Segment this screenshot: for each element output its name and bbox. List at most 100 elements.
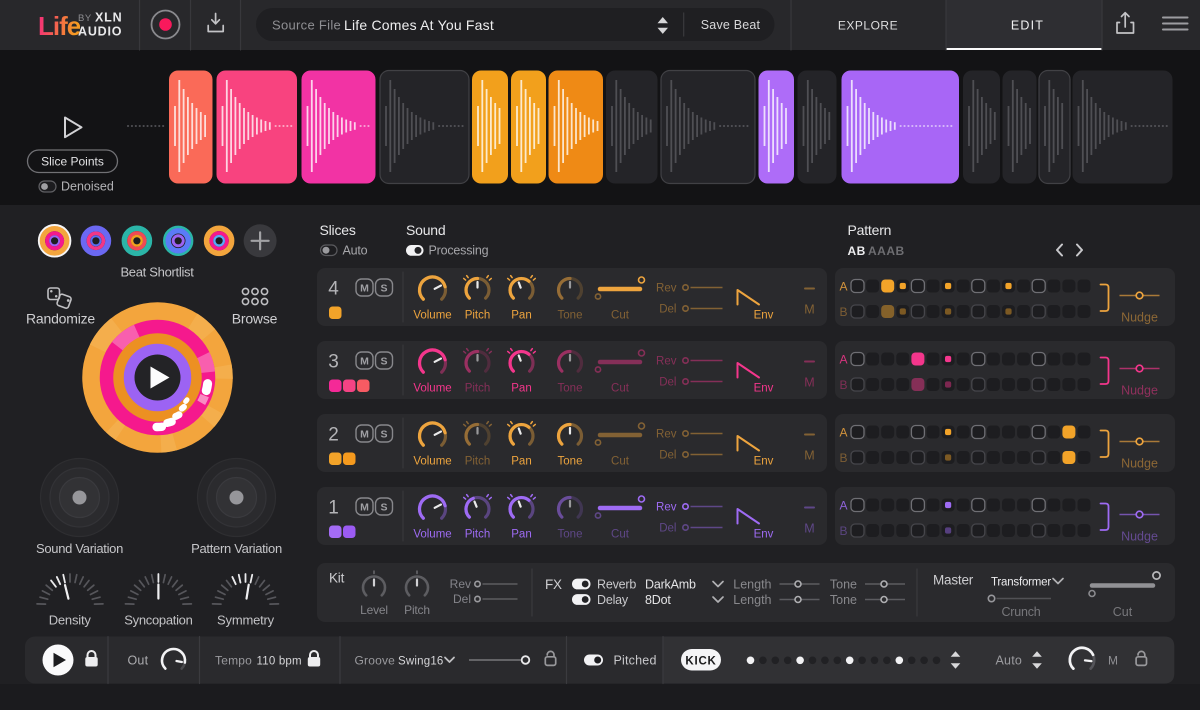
svg-text:Delay: Delay [597, 593, 629, 607]
svg-text:Tone: Tone [830, 593, 857, 607]
svg-text:S: S [380, 283, 387, 295]
svg-text:110 bpm: 110 bpm [257, 656, 302, 668]
svg-text:Rev: Rev [450, 577, 471, 591]
svg-text:Volume: Volume [413, 383, 451, 395]
svg-text:Groove: Groove [355, 654, 396, 668]
svg-text:Pan: Pan [511, 310, 531, 322]
svg-text:Tone: Tone [558, 310, 583, 322]
svg-text:Source File: Source File [272, 18, 341, 33]
svg-text:Rev: Rev [656, 429, 677, 441]
svg-text:EDIT: EDIT [1011, 19, 1044, 33]
svg-text:Out: Out [128, 654, 149, 668]
svg-text:Swing16: Swing16 [398, 656, 444, 668]
svg-text:B: B [839, 305, 847, 319]
svg-text:M: M [804, 303, 814, 317]
svg-text:Pan: Pan [511, 383, 531, 395]
svg-text:A: A [839, 499, 847, 513]
svg-text:Del: Del [659, 523, 676, 535]
svg-text:BY: BY [78, 13, 92, 24]
svg-text:Pitch: Pitch [465, 383, 491, 395]
svg-text:Cut: Cut [611, 383, 630, 395]
svg-text:Pitched: Pitched [614, 654, 657, 668]
svg-text:3: 3 [328, 352, 339, 373]
svg-text:B: B [839, 378, 847, 392]
svg-text:Cut: Cut [611, 529, 630, 541]
svg-text:Rev: Rev [656, 283, 677, 295]
svg-text:Volume: Volume [413, 529, 451, 541]
svg-text:Tone: Tone [830, 578, 857, 592]
svg-text:A: A [839, 353, 847, 367]
svg-text:S: S [380, 429, 387, 441]
svg-text:Tempo: Tempo [215, 654, 252, 668]
svg-text:Nudge: Nudge [1121, 311, 1158, 325]
svg-text:M: M [1108, 654, 1118, 668]
svg-text:Sound: Sound [406, 222, 445, 238]
svg-text:Syncopation: Syncopation [124, 613, 192, 628]
svg-text:AB: AB [848, 244, 866, 258]
svg-text:Volume: Volume [413, 310, 451, 322]
svg-text:Rev: Rev [656, 356, 677, 368]
svg-text:Rev: Rev [656, 502, 677, 514]
svg-text:Slice Points: Slice Points [41, 155, 104, 169]
svg-text:B: B [839, 451, 847, 465]
svg-text:Pan: Pan [511, 456, 531, 468]
svg-text:Auto: Auto [343, 244, 368, 258]
svg-text:Density: Density [49, 613, 92, 628]
svg-text:2: 2 [328, 425, 339, 446]
svg-text:Processing: Processing [429, 244, 489, 258]
svg-text:Del: Del [659, 304, 676, 316]
svg-text:KICK: KICK [685, 656, 716, 668]
svg-text:Slices: Slices [320, 222, 356, 238]
svg-text:Env: Env [754, 383, 774, 395]
svg-text:Length: Length [733, 593, 771, 607]
svg-text:Kit: Kit [329, 571, 345, 586]
svg-text:EXPLORE: EXPLORE [838, 19, 898, 33]
svg-text:AAAB: AAAB [868, 244, 905, 258]
svg-text:Env: Env [754, 456, 774, 468]
svg-text:Tone: Tone [558, 456, 583, 468]
svg-text:Del: Del [659, 450, 676, 462]
svg-text:M: M [360, 356, 369, 368]
svg-text:4: 4 [328, 279, 339, 300]
svg-text:S: S [380, 502, 387, 514]
svg-text:XLN: XLN [95, 11, 122, 25]
svg-text:Auto: Auto [996, 654, 1023, 668]
svg-text:DarkAmb: DarkAmb [645, 577, 696, 591]
svg-text:B: B [839, 524, 847, 538]
svg-text:A: A [839, 280, 847, 294]
svg-text:A: A [839, 426, 847, 440]
svg-text:Sound Variation: Sound Variation [36, 541, 123, 556]
svg-text:Nudge: Nudge [1121, 530, 1158, 544]
svg-text:Nudge: Nudge [1121, 457, 1158, 471]
svg-text:M: M [804, 449, 814, 463]
svg-text:FX: FX [545, 577, 562, 592]
svg-text:AUDIO: AUDIO [78, 25, 122, 39]
svg-text:Transformer: Transformer [991, 577, 1051, 589]
svg-text:Pitch: Pitch [465, 529, 491, 541]
svg-text:Pan: Pan [511, 529, 531, 541]
svg-text:M: M [360, 502, 369, 514]
svg-text:Del: Del [453, 592, 471, 606]
svg-text:Life Comes At You Fast: Life Comes At You Fast [344, 17, 494, 33]
svg-text:Pitch: Pitch [465, 456, 491, 468]
svg-text:Master: Master [933, 573, 974, 588]
svg-text:1: 1 [328, 498, 339, 519]
svg-text:Nudge: Nudge [1121, 384, 1158, 398]
svg-text:Randomize: Randomize [26, 311, 95, 327]
svg-text:8Dot: 8Dot [645, 593, 671, 607]
svg-text:Length: Length [733, 578, 771, 592]
svg-text:Level: Level [360, 603, 388, 617]
svg-text:Symmetry: Symmetry [217, 613, 275, 628]
svg-text:Beat Shortlist: Beat Shortlist [120, 265, 194, 280]
svg-text:Pattern: Pattern [848, 222, 892, 238]
svg-text:Reverb: Reverb [597, 577, 636, 591]
svg-text:Pattern Variation: Pattern Variation [191, 541, 282, 556]
svg-text:Tone: Tone [558, 529, 583, 541]
svg-text:M: M [804, 522, 814, 536]
svg-text:Del: Del [659, 377, 676, 389]
svg-text:Env: Env [754, 529, 774, 541]
svg-text:Denoised: Denoised [61, 180, 114, 194]
svg-text:Cut: Cut [1113, 605, 1133, 619]
svg-text:Cut: Cut [611, 456, 630, 468]
svg-text:Volume: Volume [413, 456, 451, 468]
